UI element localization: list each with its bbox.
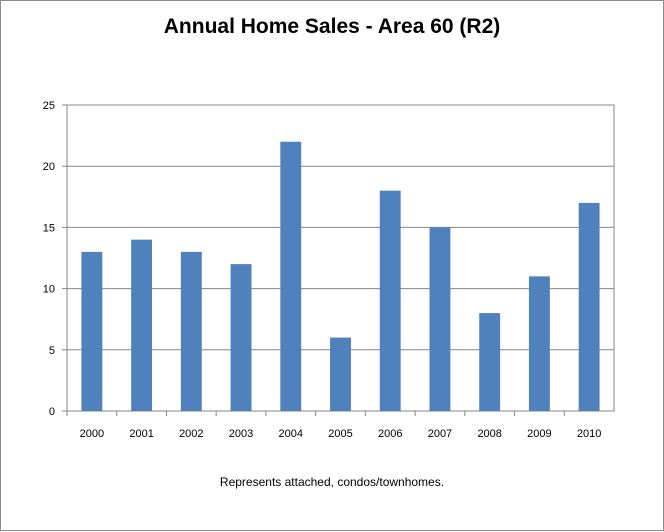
x-tick-label: 2000 [80,428,104,440]
x-tick-label: 2009 [527,428,551,440]
bar [330,337,351,411]
bar [479,313,501,411]
bar [131,239,153,411]
bar [280,141,302,411]
bar [528,276,550,411]
x-tick-label: 2006 [378,428,402,440]
bar [578,202,600,411]
y-tick-label: 0 [49,406,55,418]
bar [81,251,103,411]
y-tick-label: 5 [49,345,55,357]
y-tick-label: 20 [43,161,55,173]
chart-caption: Represents attached, condos/townhomes. [219,475,445,489]
bar [180,251,202,411]
bar [429,227,451,411]
x-tick-label: 2001 [129,428,153,440]
chart-title: Annual Home Sales - Area 60 (R2) [163,15,501,38]
y-tick-label: 10 [43,284,55,296]
x-tick-label: 2007 [428,428,452,440]
x-tick-label: 2010 [577,428,601,440]
y-tick-label: 25 [43,100,55,112]
x-tick-label: 2008 [477,428,501,440]
bar [230,264,252,411]
x-tick-label: 2004 [279,428,303,440]
bar [379,190,401,411]
x-tick-label: 2003 [229,428,253,440]
x-tick-label: 2002 [179,428,203,440]
y-tick-label: 15 [43,222,55,234]
x-tick-label: 2005 [328,428,352,440]
